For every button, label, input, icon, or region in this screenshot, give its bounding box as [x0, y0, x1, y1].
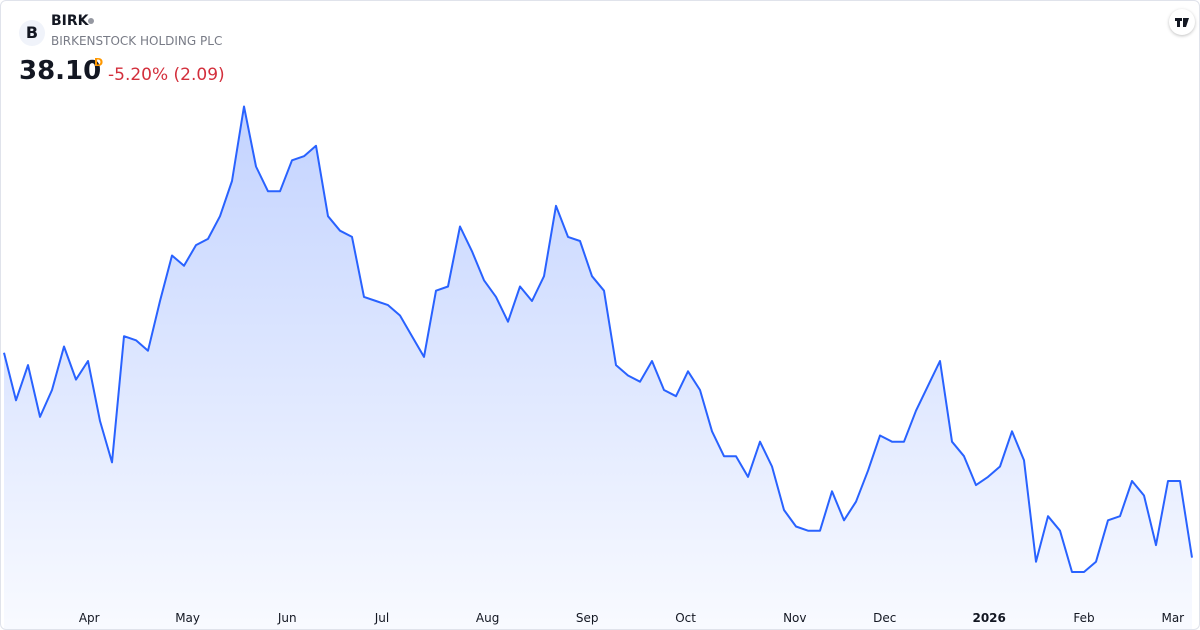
price: 38.10	[19, 56, 102, 86]
company-name: BIRKENSTOCK HOLDING PLC	[51, 34, 223, 48]
area-fill	[4, 106, 1192, 629]
x-tick-label: May	[175, 611, 200, 625]
status-dot	[88, 18, 94, 24]
x-tick-label: 2026	[972, 611, 1005, 625]
x-tick-label: Apr	[79, 611, 100, 625]
x-tick-label: Feb	[1073, 611, 1094, 625]
x-tick-label: Nov	[783, 611, 806, 625]
x-tick-label: Jun	[277, 611, 297, 625]
logo-glyph	[1175, 18, 1189, 27]
x-tick-label: Sep	[576, 611, 599, 625]
price-line	[3, 105, 1193, 573]
symbol-logo: B	[19, 20, 45, 46]
tradingview-logo[interactable]	[1169, 9, 1195, 35]
interval: D	[94, 56, 104, 69]
x-tick-label: Mar	[1161, 611, 1184, 625]
x-tick-label: Dec	[873, 611, 896, 625]
logo-icon	[1175, 18, 1189, 27]
change: -5.20% (2.09)	[108, 65, 225, 85]
x-tick-label: Aug	[476, 611, 499, 625]
x-tick-label: Jul	[374, 611, 389, 625]
symbol[interactable]: BIRK	[51, 13, 89, 29]
x-tick-label: Oct	[675, 611, 696, 625]
